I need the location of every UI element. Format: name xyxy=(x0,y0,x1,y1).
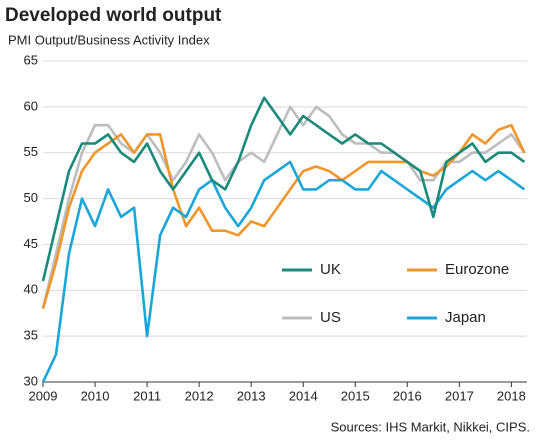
y-tick-label: 45 xyxy=(24,236,38,251)
x-tick-label: 2011 xyxy=(133,388,161,403)
y-tick-label: 30 xyxy=(24,373,38,388)
x-tick-label: 2017 xyxy=(445,388,474,403)
series-line xyxy=(41,160,526,383)
legend-label: UK xyxy=(320,261,341,278)
x-tick-label: 2014 xyxy=(289,388,318,403)
y-tick-label: 50 xyxy=(24,190,38,205)
x-tick-label: 2018 xyxy=(497,388,526,403)
chart-subtitle: PMI Output/Business Activity Index xyxy=(8,32,210,47)
legend-label: Japan xyxy=(445,309,486,326)
x-tick-label: 2013 xyxy=(237,388,266,403)
source-note: Sources: IHS Markit, Nikkei, CIPS. xyxy=(331,419,530,434)
x-tick-label: 2016 xyxy=(393,388,422,403)
y-tick-label: 60 xyxy=(24,98,38,113)
series-line xyxy=(41,105,526,309)
y-tick-label: 55 xyxy=(24,144,38,159)
y-tick-label: 35 xyxy=(24,328,38,343)
chart-title: Developed world output xyxy=(5,5,222,26)
x-tick-label: 2015 xyxy=(341,388,370,403)
legend-label: Eurozone xyxy=(445,261,509,278)
y-tick-label: 65 xyxy=(24,52,38,67)
x-tick-label: 2009 xyxy=(29,388,58,403)
x-tick-label: 2010 xyxy=(81,388,110,403)
series-line xyxy=(41,96,526,282)
legend-label: US xyxy=(320,309,341,326)
y-tick-label: 40 xyxy=(24,282,38,297)
x-tick-label: 2012 xyxy=(185,388,214,403)
